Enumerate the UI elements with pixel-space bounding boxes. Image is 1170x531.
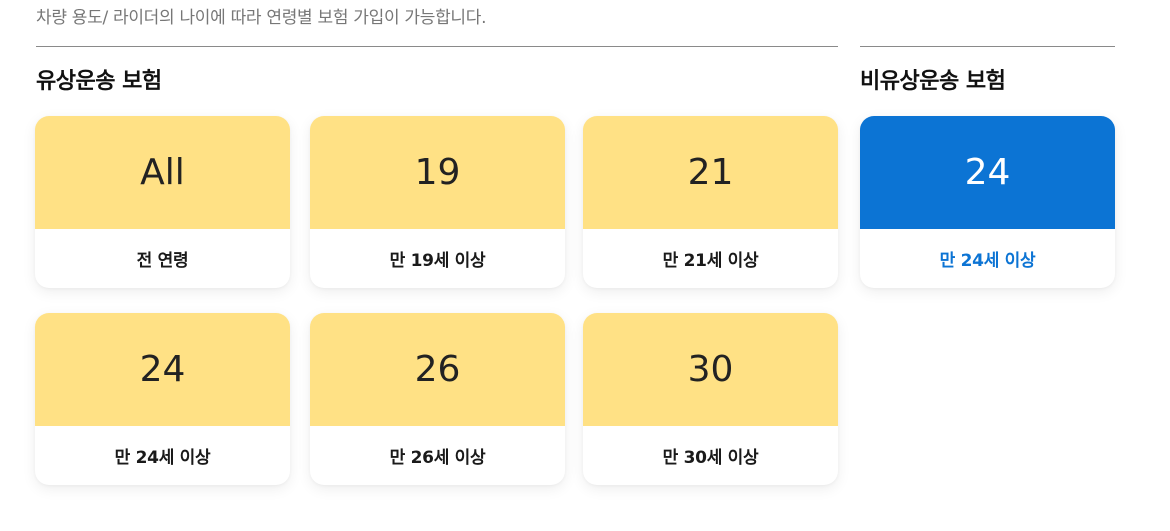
age-card-number: 19 — [310, 116, 565, 229]
age-card-19[interactable]: 19 만 19세 이상 — [310, 116, 565, 288]
age-card-label: 만 30세 이상 — [662, 448, 759, 468]
age-card-30[interactable]: 30 만 30세 이상 — [583, 313, 838, 485]
section-paid-transport: 유상운송 보험 — [36, 46, 838, 95]
age-card-24-nonpaid[interactable]: 24 만 24세 이상 — [860, 116, 1115, 288]
section-non-paid-transport: 비유상운송 보험 — [860, 46, 1115, 95]
age-card-number: 30 — [583, 313, 838, 426]
age-card-label: 만 21세 이상 — [662, 251, 759, 271]
age-card-label: 만 24세 이상 — [114, 448, 211, 468]
age-card-21[interactable]: 21 만 21세 이상 — [583, 116, 838, 288]
age-card-label: 만 24세 이상 — [939, 251, 1036, 271]
section-title: 유상운송 보험 — [36, 69, 162, 94]
section-divider — [36, 46, 838, 47]
section-divider — [860, 46, 1115, 47]
age-card-label: 전 연령 — [136, 251, 189, 271]
age-card-number: 21 — [583, 116, 838, 229]
age-card-number: All — [35, 116, 290, 229]
intro-text: 차량 용도/ 라이더의 나이에 따라 연령별 보험 가입이 가능합니다. — [36, 8, 487, 28]
age-card-24[interactable]: 24 만 24세 이상 — [35, 313, 290, 485]
age-card-all[interactable]: All 전 연령 — [35, 116, 290, 288]
age-card-26[interactable]: 26 만 26세 이상 — [310, 313, 565, 485]
age-card-number: 26 — [310, 313, 565, 426]
age-card-label: 만 19세 이상 — [389, 251, 486, 271]
section-title: 비유상운송 보험 — [860, 69, 1006, 94]
age-card-number: 24 — [860, 116, 1115, 229]
age-card-number: 24 — [35, 313, 290, 426]
age-card-label: 만 26세 이상 — [389, 448, 486, 468]
